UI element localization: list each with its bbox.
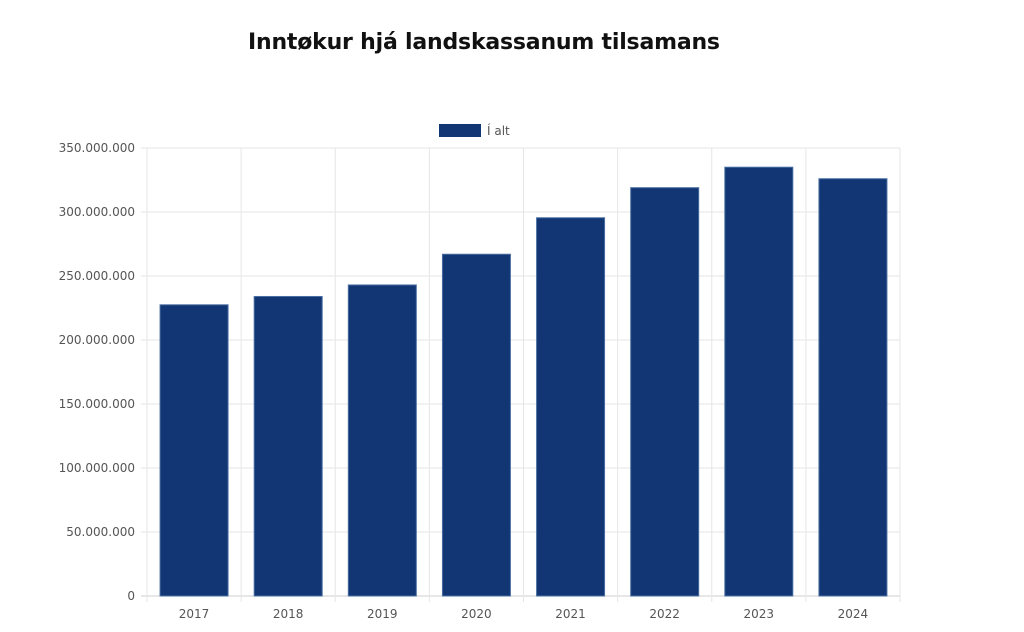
x-tick-label: 2019 xyxy=(367,607,398,621)
y-tick-label: 250.000.000 xyxy=(59,269,135,283)
bar-2024[interactable] xyxy=(818,178,888,597)
y-tick-label: 350.000.000 xyxy=(59,141,135,155)
bar-2021[interactable] xyxy=(536,217,606,597)
bar-2019[interactable] xyxy=(347,284,417,597)
legend-label[interactable]: Í alt xyxy=(487,123,510,138)
x-tick-label: 2024 xyxy=(838,607,869,621)
x-tick-label: 2021 xyxy=(555,607,586,621)
x-axis-ticks: 2017 2018 2019 2020 2021 2022 2023 2024 xyxy=(179,607,868,621)
y-tick-label: 200.000.000 xyxy=(59,333,135,347)
bars xyxy=(159,166,888,597)
x-tick-label: 2023 xyxy=(744,607,775,621)
y-tick-label: 0 xyxy=(127,589,135,603)
y-tick-label: 50.000.000 xyxy=(66,525,135,539)
bar-2023[interactable] xyxy=(724,166,794,597)
bar-2020[interactable] xyxy=(441,253,511,597)
chart-title: Inntøkur hjá landskassanum tilsamans xyxy=(248,30,720,55)
x-tick-label: 2017 xyxy=(179,607,210,621)
legend-swatch[interactable] xyxy=(439,124,481,137)
legend[interactable]: Í alt xyxy=(439,123,510,138)
x-tick-label: 2018 xyxy=(273,607,304,621)
y-tick-label: 100.000.000 xyxy=(59,461,135,475)
bar-2018[interactable] xyxy=(253,295,323,597)
y-tick-label: 150.000.000 xyxy=(59,397,135,411)
y-axis-ticks: 0 50.000.000 100.000.000 150.000.000 200.000… xyxy=(59,141,135,603)
x-tick-label: 2022 xyxy=(649,607,680,621)
bar-2017[interactable] xyxy=(159,304,229,597)
y-tick-label: 300.000.000 xyxy=(59,205,135,219)
bar-2022[interactable] xyxy=(630,187,700,597)
x-tick-label: 2020 xyxy=(461,607,492,621)
